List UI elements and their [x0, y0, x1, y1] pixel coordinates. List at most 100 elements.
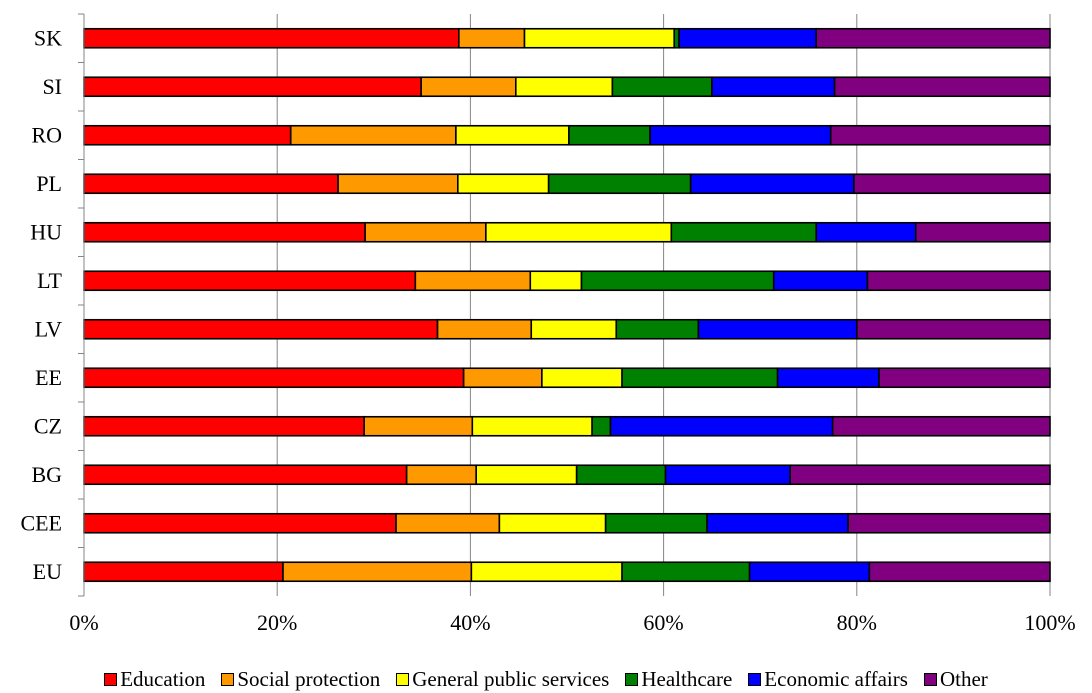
category-label: EE	[35, 365, 62, 390]
legend-item: Other	[923, 667, 988, 691]
gridlines	[276, 14, 1051, 596]
bar-segment	[815, 27, 1051, 49]
legend-swatch	[396, 672, 410, 686]
bar-segment	[615, 318, 700, 340]
legend-swatch	[748, 672, 762, 686]
bar-segment	[83, 221, 366, 243]
axes	[78, 13, 85, 597]
bar-segment	[414, 270, 532, 292]
bar-segment	[591, 415, 612, 437]
bar-segment	[833, 76, 1051, 98]
legend-swatch	[104, 672, 118, 686]
bar-segment	[83, 561, 284, 583]
bar-segment	[395, 512, 501, 534]
bar-segment	[470, 561, 623, 583]
bar-segment	[364, 221, 487, 243]
legend-label: Other	[939, 667, 988, 691]
bar-segment	[475, 464, 578, 486]
bar-segment	[575, 464, 667, 486]
category-label: CZ	[34, 413, 62, 438]
bars	[83, 27, 1051, 583]
bar-segment	[878, 367, 1051, 389]
bar-segment	[337, 173, 459, 195]
bar-segment	[83, 27, 460, 49]
bar-segment	[363, 415, 474, 437]
bar-segment	[455, 124, 570, 146]
bar-segment	[457, 173, 550, 195]
bar-segment	[689, 173, 855, 195]
bar-segment	[789, 464, 1051, 486]
legend-label: Education	[120, 667, 206, 691]
bar-segment	[697, 318, 858, 340]
x-tick-label: 100%	[1024, 610, 1075, 635]
category-label: LT	[37, 268, 62, 293]
bar-segment	[609, 415, 834, 437]
x-tick-label: 20%	[257, 610, 297, 635]
x-tick-label: 60%	[643, 610, 683, 635]
bar-segment	[498, 512, 607, 534]
bar-segment	[711, 76, 836, 98]
stacked-bar-chart: SK SI RO PL HU LT LV EE CZ BG CEE EU 0% 20% 40% 60% 80%…	[20, 13, 1076, 635]
legend-label: Healthcare	[641, 667, 733, 691]
bar-segment	[83, 124, 292, 146]
bar-segment	[515, 76, 614, 98]
bar-segment	[83, 367, 465, 389]
legend-label: Social protection	[237, 667, 381, 691]
bar-segment	[914, 221, 1051, 243]
bar-segment	[568, 124, 651, 146]
legend-swatch	[625, 672, 639, 686]
bar-segment	[868, 561, 1051, 583]
bar-segment	[541, 367, 623, 389]
x-tick-label: 0%	[69, 610, 98, 635]
bar-segment	[815, 221, 917, 243]
x-tick-label: 80%	[837, 610, 877, 635]
category-label: CEE	[20, 510, 62, 535]
category-labels: SK SI RO PL HU LT LV EE CZ BG CEE EU	[20, 25, 62, 584]
category-label: PL	[36, 171, 62, 196]
bar-segment	[420, 76, 517, 98]
category-label: LV	[35, 316, 62, 341]
bar-segment	[664, 464, 791, 486]
bar-segment	[83, 318, 439, 340]
bar-segment	[530, 318, 618, 340]
category-label: BG	[31, 462, 62, 487]
legend-item: Economic affairs	[748, 667, 908, 691]
bar-segment	[847, 512, 1051, 534]
bar-segment	[580, 270, 775, 292]
bar-segment	[83, 76, 422, 98]
legend-item: Healthcare	[625, 667, 732, 691]
bar-segment	[611, 76, 713, 98]
bar-segment	[436, 318, 533, 340]
bar-segment	[458, 27, 526, 49]
bar-segment	[748, 561, 871, 583]
category-label: RO	[31, 122, 62, 147]
x-tick-labels: 0% 20% 40% 60% 80% 100%	[69, 610, 1075, 635]
bar-segment	[471, 415, 593, 437]
bar-segment	[866, 270, 1051, 292]
bar-segment	[621, 367, 779, 389]
bar-segment	[83, 270, 417, 292]
bar-segment	[485, 221, 673, 243]
bar-segment	[678, 27, 818, 49]
bar-segment	[547, 173, 692, 195]
legend-item: Education	[104, 667, 205, 691]
bar-segment	[282, 561, 473, 583]
bar-segment	[405, 464, 477, 486]
legend-item: General public services	[396, 667, 609, 691]
category-label: SI	[42, 74, 62, 99]
bar-segment	[855, 318, 1051, 340]
legend: Education Social protection General public…	[0, 667, 1092, 691]
bar-segment	[649, 124, 832, 146]
bar-segment	[529, 270, 583, 292]
bar-segment	[83, 464, 408, 486]
legend-label: General public services	[412, 667, 610, 691]
bar-segment	[776, 367, 880, 389]
bar-segment	[523, 27, 676, 49]
legend-label: Economic affairs	[764, 667, 908, 691]
category-label: EU	[33, 559, 62, 584]
bar-segment	[772, 270, 869, 292]
bar-segment	[831, 415, 1051, 437]
legend-item: Social protection	[221, 667, 380, 691]
category-label: SK	[34, 25, 62, 50]
bar-segment	[289, 124, 457, 146]
